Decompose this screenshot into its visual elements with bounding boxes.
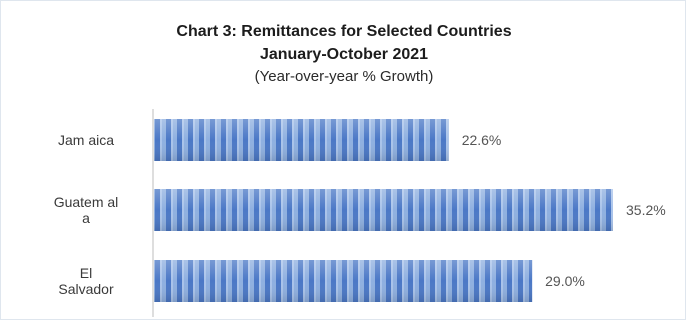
bar-shade-0 <box>154 119 449 161</box>
chart-unit-note: (Year-over-year % Growth) <box>254 68 434 85</box>
category-label-2: El Salvador <box>58 265 114 297</box>
value-label-2: 29.0% <box>545 273 585 289</box>
value-label-0: 22.6% <box>462 132 502 148</box>
value-label-1: 35.2% <box>626 202 666 218</box>
bar-shade-2 <box>154 260 533 302</box>
category-label-0: Jam aica <box>58 132 114 148</box>
chart-subtitle: January-October 2021 <box>259 46 429 63</box>
category-label-1: Guatem al a <box>54 194 119 226</box>
chart-title: Chart 3: Remittances for Selected Countr… <box>176 23 512 40</box>
bar-shade-1 <box>154 189 613 231</box>
